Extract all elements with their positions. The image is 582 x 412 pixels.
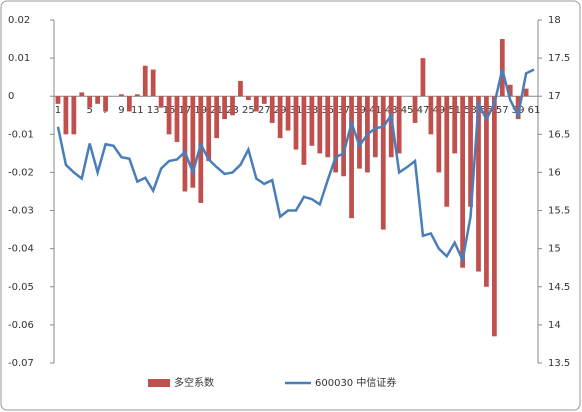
- y2-tick-label: 17.5: [548, 53, 570, 64]
- y2-tick-label: 16: [548, 167, 561, 178]
- bar: [134, 94, 140, 97]
- bar: [277, 96, 283, 139]
- y2-tick-label: 14.5: [548, 282, 570, 293]
- bar: [444, 96, 450, 207]
- y-tick-label: -0.06: [8, 320, 34, 331]
- bar: [166, 96, 172, 135]
- bar: [142, 65, 148, 97]
- bar: [206, 96, 212, 162]
- x-tick-label: 45: [401, 105, 414, 116]
- bar: [269, 96, 275, 123]
- x-tick-label: 27: [258, 105, 271, 116]
- bar: [55, 96, 61, 104]
- bar: [222, 96, 227, 120]
- bar: [198, 96, 204, 203]
- y-tick-label: -0.05: [8, 282, 34, 293]
- legend-label: 多空系数: [174, 376, 214, 389]
- x-tick-label: 11: [131, 105, 144, 116]
- bar: [388, 96, 394, 158]
- bar: [523, 88, 529, 97]
- y-tick-label: 0.02: [8, 15, 30, 26]
- y2-tick-label: 14: [548, 320, 561, 331]
- bar: [333, 96, 339, 173]
- bar: [357, 96, 362, 169]
- bar: [253, 96, 259, 112]
- bar: [230, 96, 235, 116]
- legend-swatch: [148, 379, 170, 387]
- bar: [285, 96, 291, 131]
- bar: [158, 96, 164, 108]
- y2-tick-label: 13.5: [548, 358, 570, 369]
- bar: [119, 94, 124, 97]
- x-tick-label: 5: [87, 105, 93, 116]
- bar: [317, 96, 323, 154]
- bar: [182, 96, 188, 192]
- y-tick-label: 0: [8, 91, 14, 102]
- bar: [95, 96, 101, 104]
- bar: [87, 96, 93, 108]
- y-tick-label: -0.04: [8, 244, 34, 255]
- bar: [246, 96, 251, 101]
- bar: [420, 58, 426, 97]
- bar: [372, 96, 378, 158]
- bar: [380, 96, 386, 230]
- bar: [491, 96, 497, 337]
- x-tick-label: 57: [496, 105, 509, 116]
- x-tick-label: 1: [55, 105, 61, 116]
- x-tick-label: 9: [118, 105, 124, 116]
- line: [56, 68, 535, 265]
- bar: [396, 96, 402, 154]
- x-tick-label: 61: [528, 105, 541, 116]
- bar: [476, 96, 481, 272]
- bar: [71, 96, 77, 135]
- bar: [103, 96, 108, 112]
- y-tick-label: -0.01: [8, 129, 34, 140]
- x-tick-label: 47: [417, 105, 430, 116]
- bar: [214, 96, 220, 139]
- y2-tick-label: 15: [548, 244, 561, 255]
- bar: [349, 96, 354, 219]
- legend-label: 600030 中信证券: [315, 376, 396, 389]
- bar: [341, 96, 346, 177]
- y2-tick-label: 18: [548, 15, 561, 26]
- bar: [301, 96, 307, 165]
- bar: [460, 96, 466, 268]
- bar: [507, 84, 513, 97]
- bar: [190, 96, 196, 188]
- bar: [261, 96, 267, 104]
- bar: [150, 69, 156, 97]
- bar: [325, 96, 331, 158]
- y2-tick-label: 17: [548, 91, 561, 102]
- y-tick-label: 0.01: [8, 53, 30, 64]
- bar: [515, 96, 521, 120]
- bar: [452, 96, 458, 154]
- bar: [293, 96, 299, 150]
- y2-tick-label: 15.5: [548, 206, 570, 217]
- y-tick-label: -0.07: [8, 358, 34, 369]
- bar: [436, 96, 442, 173]
- bar: [63, 96, 69, 135]
- y-tick-label: -0.03: [8, 206, 34, 217]
- bar: [428, 96, 434, 135]
- y-tick-label: -0.02: [8, 167, 34, 178]
- bar: [126, 96, 132, 112]
- bar: [468, 96, 473, 207]
- bar: [174, 96, 180, 142]
- x-tick-label: 25: [242, 105, 255, 116]
- y2-tick-label: 16.5: [548, 129, 570, 140]
- bar: [499, 39, 505, 97]
- bar: [238, 80, 243, 97]
- bar: [79, 92, 85, 97]
- bar: [412, 96, 418, 123]
- bar: [309, 96, 315, 146]
- x-tick-label: 13: [147, 105, 160, 116]
- bar: [484, 96, 489, 287]
